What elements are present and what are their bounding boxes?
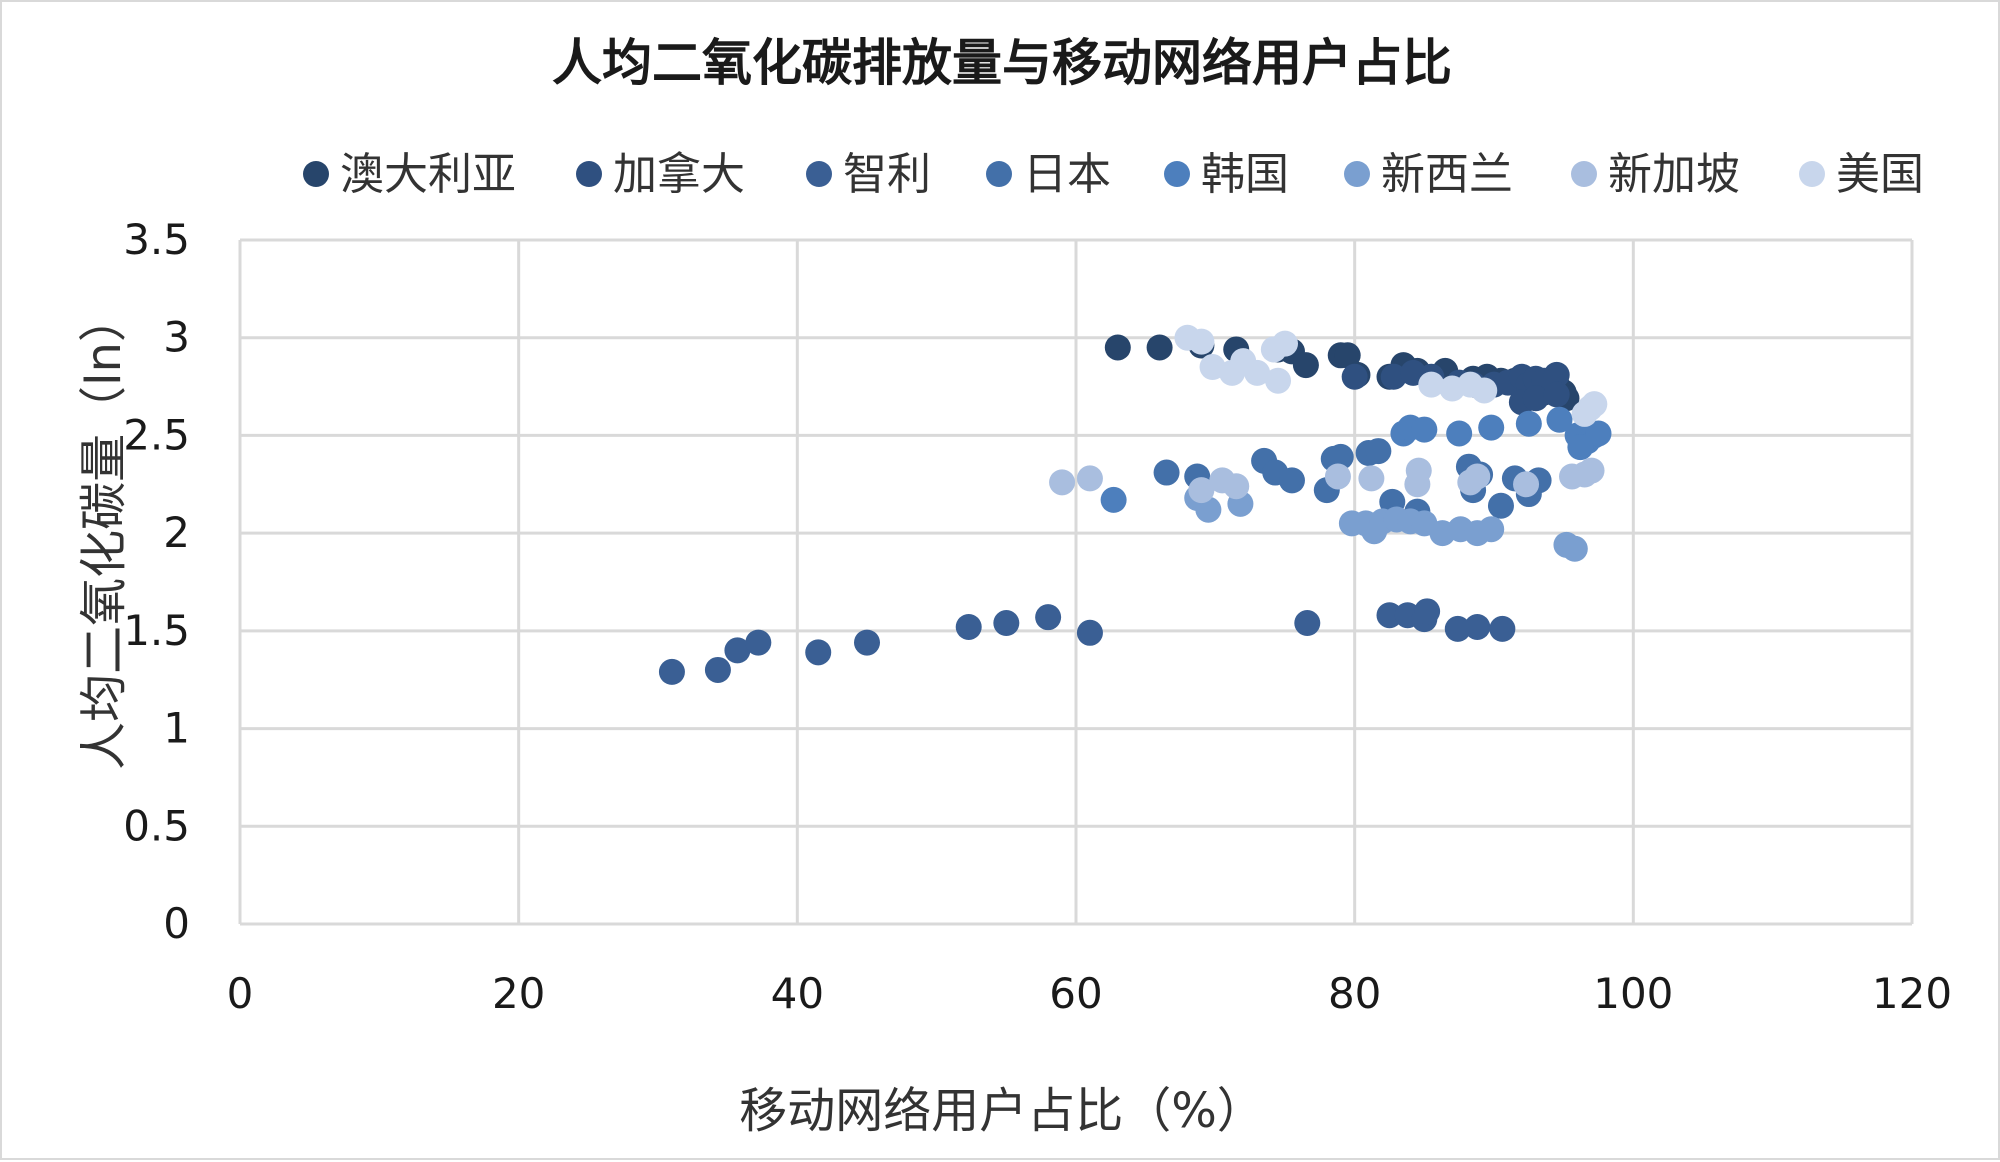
y-tick-label: 3.5: [123, 215, 190, 264]
data-point: [955, 613, 982, 640]
data-point: [1278, 467, 1305, 494]
data-point: [1076, 465, 1103, 492]
data-point: [1199, 354, 1226, 381]
y-tick-label: 0.5: [123, 801, 190, 850]
data-point: [724, 637, 751, 664]
legend-label: 美国: [1836, 149, 1924, 200]
data-point: [658, 658, 685, 685]
legend-marker: [986, 161, 1012, 187]
data-point: [1414, 598, 1441, 625]
legend-label: 日本: [1023, 149, 1111, 200]
grid-lines: [238, 238, 1914, 926]
legend-label: 智利: [843, 149, 931, 200]
data-point: [805, 639, 832, 666]
data-point: [1035, 604, 1062, 631]
data-point: [1478, 516, 1505, 543]
data-point: [1478, 414, 1505, 441]
data-point: [1100, 486, 1127, 513]
data-point: [1471, 377, 1498, 404]
data-point: [704, 656, 731, 683]
x-tick-label: 0: [227, 969, 254, 1018]
data-point: [1104, 334, 1131, 361]
data-point: [1292, 352, 1319, 379]
y-tick-label: 2.5: [123, 410, 190, 459]
data-point: [854, 629, 880, 656]
legend-label: 新加坡: [1608, 149, 1740, 200]
data-point: [1546, 406, 1573, 433]
data-point: [1272, 330, 1298, 357]
data-point: [745, 629, 772, 656]
data-point: [1358, 465, 1385, 492]
x-tick-label: 20: [492, 969, 545, 1018]
legend: 澳大利亚 加拿大 智利 日本 韩国 新西兰 新加坡 美国: [303, 149, 1924, 200]
data-point: [1561, 535, 1588, 562]
data-point: [1146, 334, 1173, 361]
data-point: [1513, 471, 1540, 498]
legend-marker: [1164, 161, 1190, 187]
data-point: [1444, 615, 1471, 642]
data-point: [1076, 619, 1103, 646]
data-point: [1543, 381, 1570, 408]
data-point: [1380, 363, 1407, 390]
data-point: [1195, 496, 1222, 523]
data-point: [993, 610, 1020, 637]
x-tick-label: 120: [1872, 969, 1952, 1018]
data-point: [1188, 477, 1215, 504]
data-point: [1365, 438, 1392, 465]
data-point: [1265, 367, 1292, 394]
legend-label: 加拿大: [613, 149, 745, 200]
data-point: [1418, 371, 1445, 398]
x-tick-label: 60: [1049, 969, 1102, 1018]
data-point: [1341, 363, 1368, 390]
data-point: [1405, 457, 1432, 484]
data-point: [1515, 410, 1542, 437]
data-point: [1585, 420, 1612, 447]
x-tick-label: 80: [1328, 969, 1381, 1018]
legend-label: 澳大利亚: [340, 149, 516, 200]
data-point: [1153, 459, 1180, 486]
data-point: [1327, 443, 1354, 470]
legend-marker: [303, 161, 329, 187]
legend-marker: [1571, 161, 1597, 187]
legend-label: 韩国: [1201, 149, 1289, 200]
x-axis-title: 移动网络用户占比（%）: [739, 1083, 1265, 1139]
chart-title: 人均二氧化碳排放量与移动网络用户占比: [552, 34, 1452, 92]
data-point: [1244, 359, 1271, 386]
y-tick-label: 2: [163, 508, 190, 557]
data-point: [1334, 342, 1361, 369]
data-point: [1567, 434, 1594, 461]
legend-marker: [1799, 161, 1825, 187]
data-point: [1294, 610, 1321, 637]
data-point: [1464, 463, 1491, 490]
legend-marker: [806, 161, 832, 187]
data-point: [1223, 473, 1250, 500]
data-point: [1522, 385, 1549, 412]
data-point: [1188, 328, 1215, 355]
data-point: [1578, 457, 1605, 484]
data-point: [1049, 469, 1076, 496]
data-point: [1577, 395, 1604, 422]
data-points: [658, 324, 1612, 685]
axis-ticks: 0 0.5 1 1.5 2 2.5 3 3.5 0 20 40 60 80 100 120: [123, 215, 1952, 1018]
y-axis-title: 人均二氧化碳量（ln）: [76, 294, 132, 770]
y-tick-label: 1.5: [123, 606, 190, 655]
data-point: [1324, 463, 1351, 490]
data-point: [1411, 416, 1438, 443]
data-point: [1489, 615, 1516, 642]
data-point: [1446, 420, 1473, 447]
data-point: [1543, 361, 1570, 388]
data-point: [1464, 613, 1491, 640]
y-tick-label: 1: [163, 704, 190, 753]
x-tick-label: 100: [1593, 969, 1673, 1018]
data-point: [1487, 492, 1514, 519]
data-point: [1376, 602, 1403, 629]
x-tick-label: 40: [771, 969, 824, 1018]
legend-marker: [576, 161, 602, 187]
y-tick-label: 0: [163, 899, 190, 948]
legend-marker: [1344, 161, 1370, 187]
legend-label: 新西兰: [1381, 149, 1513, 200]
y-tick-label: 3: [163, 313, 190, 362]
